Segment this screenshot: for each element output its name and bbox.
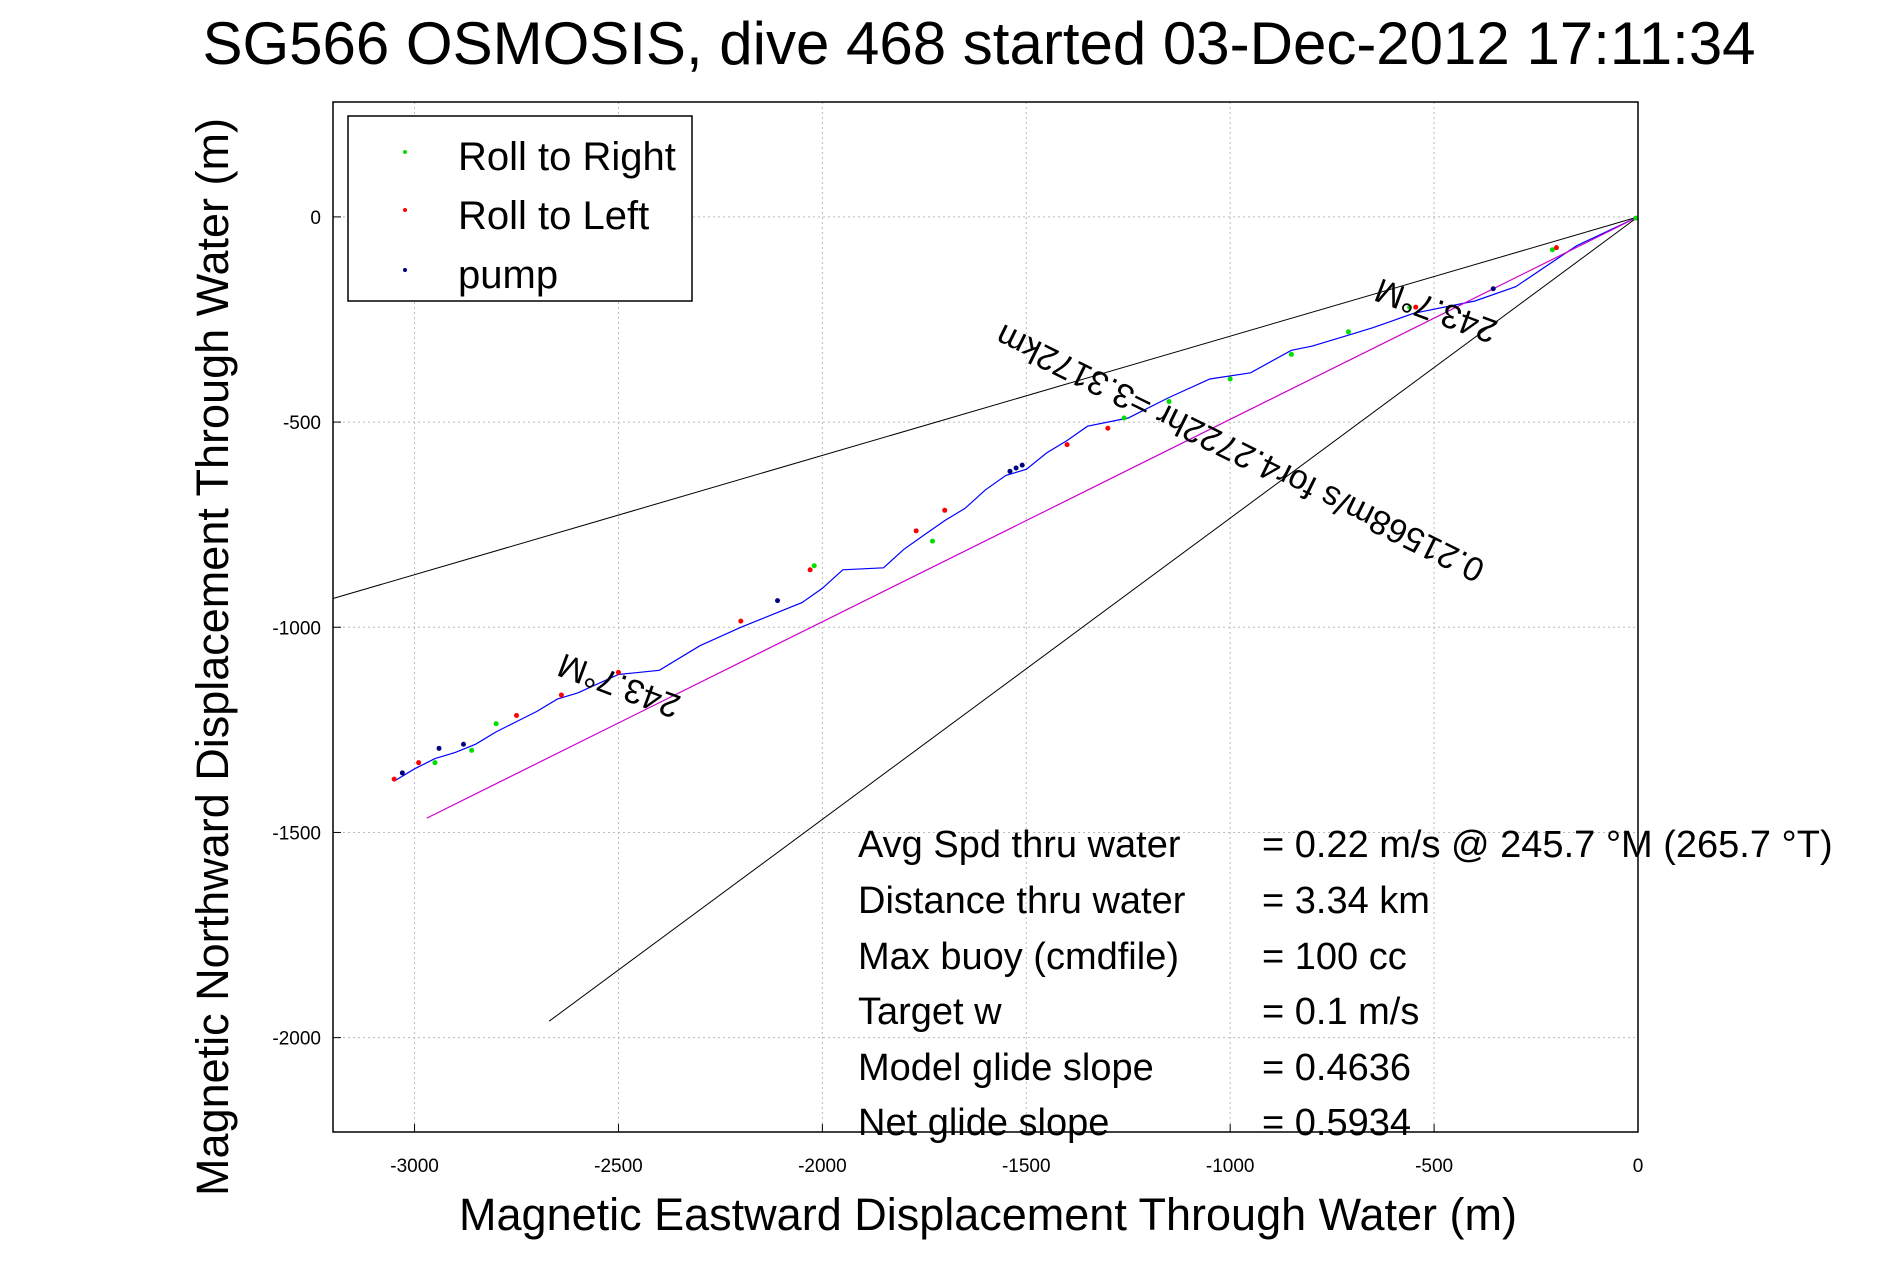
x-tick-label: 0 xyxy=(1633,1156,1644,1177)
plot-frame xyxy=(332,101,1639,1133)
roll-left-marker xyxy=(1105,425,1111,431)
stats-block: Avg Spd thru water = 0.22 m/s @ 245.7 °M… xyxy=(858,824,1833,1144)
stat-value-distance: = 3.34 km xyxy=(1262,880,1430,922)
y-tick-label: -1500 xyxy=(272,823,321,844)
roll-right-marker xyxy=(1121,415,1127,421)
roll-left-marker xyxy=(738,618,744,624)
roll-right-marker xyxy=(1345,329,1351,335)
stat-label-model-glide: Model glide slope xyxy=(858,1047,1154,1089)
y-tick-label: -500 xyxy=(283,413,321,434)
roll-right-marker xyxy=(929,538,935,544)
pump-marker xyxy=(461,741,466,747)
net-course-line xyxy=(426,216,1639,819)
y-tick-label: 0 xyxy=(310,208,321,229)
stat-label-net-glide: Net glide slope xyxy=(858,1102,1109,1144)
roll-right-marker xyxy=(1549,247,1555,253)
pump-marker xyxy=(1490,286,1496,292)
x-tick-label: -2500 xyxy=(594,1156,643,1177)
heading-annotation-mid: 243.7°M xyxy=(553,645,685,725)
x-tick-label: -500 xyxy=(1415,1156,1453,1177)
stat-value-avg-speed: = 0.22 m/s @ 245.7 °M (265.7 °T) xyxy=(1262,824,1833,866)
stat-value-max-buoy: = 100 cc xyxy=(1262,936,1407,978)
roll-right-marker xyxy=(432,760,438,766)
roll-left-marker xyxy=(416,760,422,766)
legend-label-roll-left: Roll to Left xyxy=(458,194,649,238)
roll-left-marker xyxy=(1553,245,1559,251)
roll-right-marker xyxy=(469,747,475,753)
legend-label-roll-right: Roll to Right xyxy=(458,135,676,179)
stat-label-avg-speed: Avg Spd thru water xyxy=(858,824,1181,866)
legend-label-pump: pump xyxy=(458,253,558,297)
reference-line xyxy=(332,216,1639,600)
x-tick-label: -1000 xyxy=(1206,1156,1255,1177)
x-tick-labels: -3000 -2500 -2000 -1500 -1000 -500 0 xyxy=(390,1156,1643,1177)
pump-marker xyxy=(399,770,405,776)
roll-right-marker xyxy=(1633,215,1639,221)
legend-marker-roll-left xyxy=(403,208,407,212)
stat-label-distance: Distance thru water xyxy=(858,880,1186,922)
roll-right-marker xyxy=(1288,351,1294,357)
pump-marker xyxy=(1007,468,1013,474)
legend-marker-roll-right xyxy=(403,150,407,154)
x-tick-label: -3000 xyxy=(390,1156,439,1177)
roll-left-marker xyxy=(615,669,621,675)
roll-right-marker xyxy=(1407,304,1413,310)
x-axis-label: Magnetic Eastward Displacement Through W… xyxy=(459,1189,1517,1240)
stat-value-target-w: = 0.1 m/s xyxy=(1262,991,1419,1033)
roll-left-marker xyxy=(913,528,919,534)
pump-marker xyxy=(436,745,442,751)
roll-left-marker xyxy=(514,712,520,718)
y-tick-label: -2000 xyxy=(272,1029,321,1050)
stat-value-model-glide: = 0.4636 xyxy=(1262,1047,1411,1089)
reference-lines xyxy=(332,216,1639,1022)
track-line xyxy=(393,216,1639,782)
roll-right-marker xyxy=(493,721,499,727)
y-tick-label: -1000 xyxy=(272,618,321,639)
pump-marker xyxy=(1019,462,1025,468)
y-axis-label: Magnetic Northward Displacement Through … xyxy=(187,118,238,1196)
x-tick-label: -2000 xyxy=(798,1156,847,1177)
roll-left-marker xyxy=(807,567,813,573)
series-group xyxy=(393,216,1639,819)
pump-marker xyxy=(1013,465,1019,471)
legend-marker-pump xyxy=(403,268,407,272)
markers-group xyxy=(391,215,1639,782)
heading-annotation-top: 243.7°M xyxy=(1370,270,1502,350)
reference-line xyxy=(548,216,1639,1022)
roll-right-marker xyxy=(1166,399,1172,405)
roll-right-marker xyxy=(811,563,817,569)
stat-value-net-glide: = 0.5934 xyxy=(1262,1102,1411,1144)
stat-label-max-buoy: Max buoy (cmdfile) xyxy=(858,936,1179,978)
legend: Roll to Right Roll to Left pump xyxy=(347,115,693,302)
roll-left-marker xyxy=(558,692,564,698)
roll-left-marker xyxy=(1413,304,1419,310)
speed-annotation: 0.21568m/s for4.2722hr =3.3172km xyxy=(990,316,1491,589)
chart-title: SG566 OSMOSIS, dive 468 started 03-Dec-2… xyxy=(202,10,1755,77)
roll-left-marker xyxy=(1064,442,1070,448)
pump-marker xyxy=(775,598,781,604)
stat-label-target-w: Target w xyxy=(858,991,1002,1033)
x-tick-label: -1500 xyxy=(1002,1156,1051,1177)
y-tick-labels: 0 -500 -1000 -1500 -2000 xyxy=(272,208,321,1050)
roll-left-marker xyxy=(391,776,397,782)
roll-left-marker xyxy=(942,507,948,513)
roll-right-marker xyxy=(1227,376,1233,382)
